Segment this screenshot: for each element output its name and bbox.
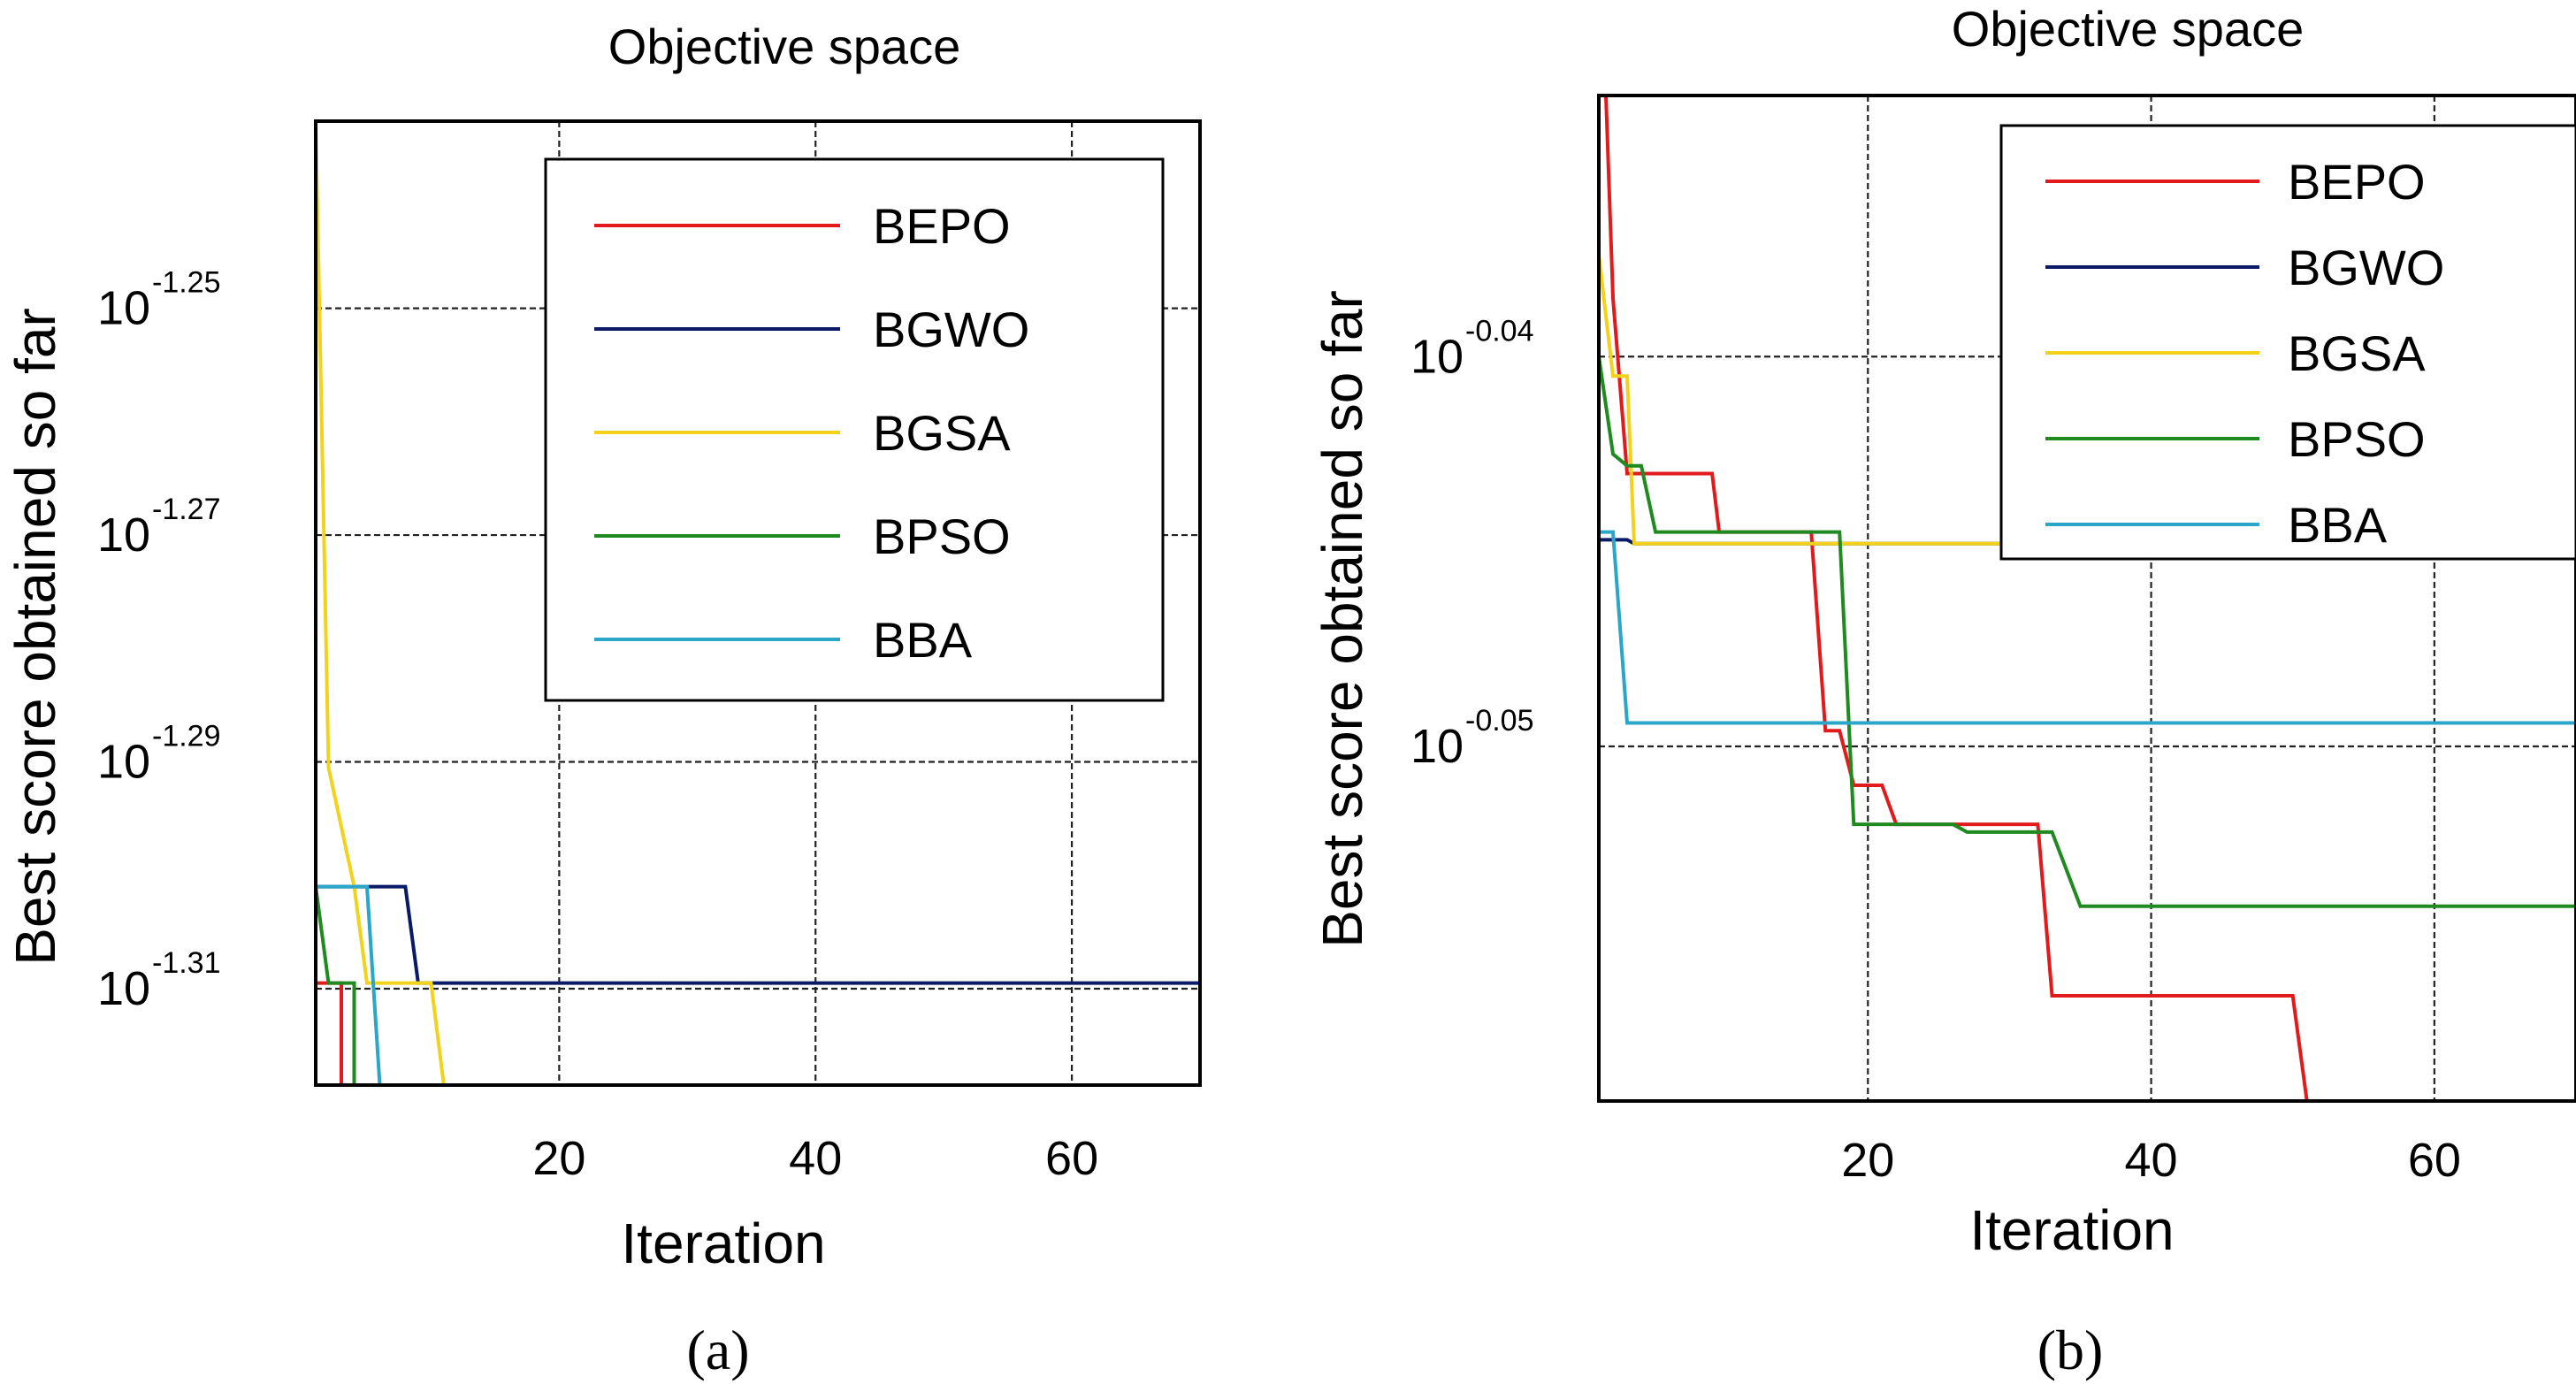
legend-label-a-bpso: BPSO (873, 508, 1011, 564)
series-line-a-bepo (316, 981, 1200, 1087)
y-tick-exponent-a-1: -1.27 (152, 493, 221, 526)
legend-label-b-bgsa: BGSA (2288, 325, 2426, 381)
series-line-a-bba (316, 884, 1200, 1087)
y-axis-label-a: Best score obtained so far (4, 308, 67, 966)
series-line-b-bpso (1597, 356, 2576, 908)
series-line-a-bpso (314, 886, 1200, 1087)
legend-label-b-bepo: BEPO (2288, 154, 2426, 210)
series-line-a-bgwo (316, 884, 1200, 985)
legend-label-a-bgwo: BGWO (873, 302, 1029, 357)
chart-title-b: Objective space (1952, 1, 2304, 57)
x-tick-label-b-1: 40 (2125, 1134, 2178, 1187)
x-tick-label-a-0: 20 (532, 1132, 585, 1185)
y-tick-label-a-1: 10 (97, 508, 150, 562)
x-axis-label-b: Iteration (1969, 1198, 2174, 1262)
series-line-b-bepo (1599, 94, 2576, 1103)
legend-box-b (1999, 124, 2576, 561)
x-tick-label-b-2: 60 (2408, 1134, 2461, 1187)
legend-label-b-bba: BBA (2288, 497, 2388, 553)
x-tick-label-a-2: 60 (1045, 1132, 1098, 1185)
y-tick-exponent-b-0: -0.04 (1465, 314, 1534, 348)
plot-frame-a (314, 119, 1202, 1087)
legend-box-a (544, 157, 1165, 702)
y-tick-exponent-a-3: -1.31 (152, 946, 221, 980)
x-tick-label-a-1: 40 (789, 1132, 842, 1185)
y-tick-exponent-a-2: -1.29 (152, 720, 221, 753)
y-axis-label-b: Best score obtained so far (1311, 290, 1374, 948)
legend-label-b-bpso: BPSO (2288, 411, 2426, 467)
y-tick-label-a-3: 10 (97, 962, 150, 1015)
legend-label-a-bgsa: BGSA (873, 405, 1011, 461)
legend-label-a-bepo: BEPO (873, 198, 1011, 254)
series-line-b-bgsa (1597, 255, 2576, 546)
y-tick-label-b-0: 10 (1410, 330, 1464, 383)
legend-label-a-bba: BBA (873, 612, 973, 668)
plot-frame-b (1597, 94, 2576, 1103)
legend-label-b-bgwo: BGWO (2288, 240, 2444, 295)
chart-title-a: Objective space (608, 19, 960, 74)
y-tick-label-b-1: 10 (1410, 720, 1464, 773)
series-line-b-bba (1599, 530, 2576, 725)
y-tick-label-a-2: 10 (97, 736, 150, 789)
y-tick-label-a-0: 10 (97, 282, 150, 335)
panel-label-a: (a) (686, 1319, 749, 1381)
x-tick-label-b-0: 20 (1841, 1134, 1894, 1187)
x-axis-label-a: Iteration (621, 1212, 825, 1275)
y-tick-exponent-b-1: -0.05 (1465, 704, 1534, 738)
y-tick-exponent-a-0: -1.25 (152, 266, 221, 300)
panel-label-b: (b) (2037, 1319, 2104, 1381)
